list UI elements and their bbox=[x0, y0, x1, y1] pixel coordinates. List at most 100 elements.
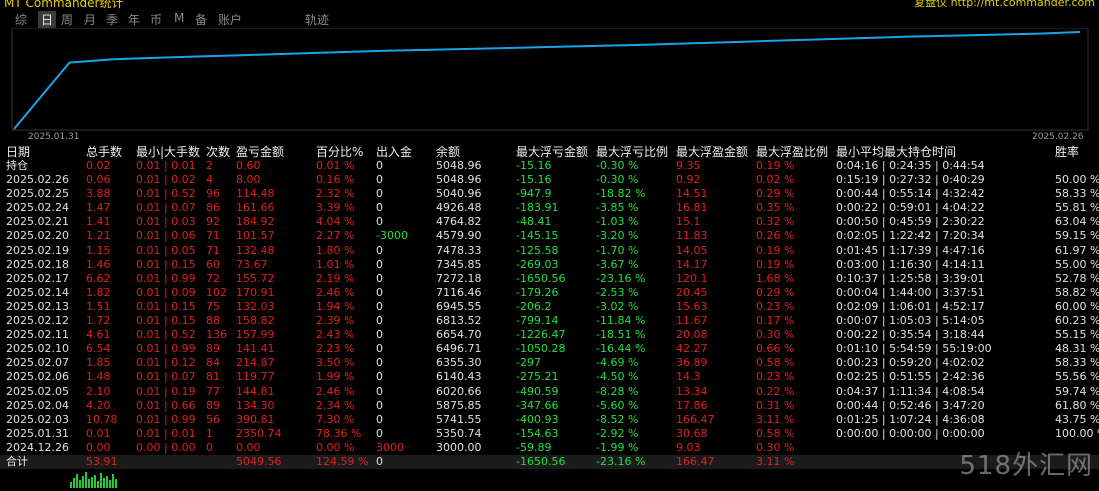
column-header: 最大浮盈比例 bbox=[756, 145, 829, 159]
cell-mflp: -8.28 % bbox=[596, 384, 639, 398]
cell-mfp: 20.08 bbox=[676, 328, 708, 342]
cell-mflp: -3.20 % bbox=[596, 229, 639, 243]
table-row[interactable]: 2025.02.05 2.10 0.01 | 0.19 77 144.81 2.46 % 0… bbox=[0, 385, 1099, 399]
table-header: 日期 总手数 最小|大手数 次数 盈亏金额 百分比% 出入金 余额 最大浮亏金额 最大浮亏比例 最大… bbox=[0, 144, 1099, 160]
cell-pct: 4.04 % bbox=[316, 215, 355, 229]
volume-bar bbox=[103, 478, 105, 488]
table-row[interactable]: 2025.02.06 1.48 0.01 | 0.07 81 119.77 1.99 % 0… bbox=[0, 370, 1099, 384]
table-row[interactable]: 2025.02.18 1.46 0.01 | 0.15 60 73.67 1.01 % 0 7… bbox=[0, 258, 1099, 272]
table-row[interactable]: 2025.02.14 1.82 0.01 | 0.09 102 170.91 2.46 %… bbox=[0, 286, 1099, 300]
cell-mfl: -15.16 bbox=[516, 173, 552, 186]
tab-9[interactable]: 账户 bbox=[218, 13, 243, 27]
cell-mfpp: 3.11 % bbox=[756, 455, 795, 468]
table-row[interactable]: 2025.02.25 3.88 0.01 | 0.52 96 114.48 2.32 % 0… bbox=[0, 187, 1099, 201]
cell-mflp: -1.99 % bbox=[596, 440, 639, 454]
cell-mfl: -48.41 bbox=[516, 215, 552, 229]
cell-pct: 0.00 % bbox=[316, 440, 355, 454]
cell-pct: 1.80 % bbox=[316, 243, 355, 257]
tab-5[interactable]: 年 bbox=[128, 13, 141, 27]
cell-io: 0 bbox=[376, 426, 383, 440]
volume-bar bbox=[79, 480, 81, 488]
cell-bal: 5048.96 bbox=[436, 173, 482, 186]
cell-mfpp: 0.19 % bbox=[756, 243, 795, 257]
table-row[interactable]: 2025.02.10 6.54 0.01 | 0.99 89 141.41 2.23 % 0… bbox=[0, 342, 1099, 356]
cell-count: 88 bbox=[206, 314, 220, 327]
cell-mflp: -2.92 % bbox=[596, 426, 639, 440]
tab-10[interactable]: 轨迹 bbox=[305, 13, 330, 27]
cell-pct: 0.01 % bbox=[316, 159, 355, 172]
table-row[interactable]: 持仓 0.02 0.01 | 0.01 2 0.60 0.01 % 0 5048.96 -15.… bbox=[0, 159, 1099, 173]
cell-mfl: -183.91 bbox=[516, 201, 559, 215]
cell-bal: 7116.46 bbox=[436, 285, 482, 299]
cell-count: 2 bbox=[206, 159, 213, 172]
cell-time: 0:01:25 | 1:07:24 | 4:36:08 bbox=[836, 412, 985, 426]
table-row[interactable]: 2025.02.20 1.21 0.01 | 0.06 71 101.57 2.27 % -… bbox=[0, 229, 1099, 243]
cell-mfpp: 0.58 % bbox=[756, 426, 795, 440]
tab-3[interactable]: 月 bbox=[84, 13, 97, 27]
table-row[interactable]: 2025.02.19 1.15 0.01 | 0.05 71 132.48 1.80 % 0… bbox=[0, 244, 1099, 258]
cell-pct: 3.39 % bbox=[316, 201, 355, 215]
volume-bar bbox=[70, 482, 72, 488]
cell-mfp: 13.34 bbox=[676, 384, 708, 398]
cell-date: 2025.02.03 bbox=[6, 412, 69, 426]
column-header: 胜率 bbox=[1055, 145, 1080, 159]
tab-7[interactable]: M bbox=[174, 11, 185, 25]
x-end-label: 2025.02.26 bbox=[1032, 132, 1084, 142]
tab-8[interactable]: 备 bbox=[195, 13, 208, 27]
table-row[interactable]: 2025.02.24 1.47 0.01 | 0.07 86 161.66 3.39 % 0… bbox=[0, 201, 1099, 215]
cell-mfp: 166.47 bbox=[676, 455, 715, 468]
cell-bal: 6945.55 bbox=[436, 299, 482, 313]
cell-mfpp: 0.19 % bbox=[756, 257, 795, 271]
table-row[interactable]: 2025.02.07 1.85 0.01 | 0.12 84 214.87 3.50 % 0… bbox=[0, 356, 1099, 370]
tab-0[interactable]: 综 bbox=[15, 13, 28, 27]
table-row[interactable]: 2025.02.13 1.51 0.01 | 0.15 75 132.03 1.94 % 0… bbox=[0, 300, 1099, 314]
cell-win: 63.04 % bbox=[1055, 215, 1099, 229]
tab-4[interactable]: 季 bbox=[106, 13, 119, 27]
table-row[interactable]: 2025.02.04 4.20 0.01 | 0.66 89 134.30 2.34 % 0… bbox=[0, 399, 1099, 413]
cell-bal: 4764.82 bbox=[436, 215, 482, 229]
cell-lots: 2.10 bbox=[86, 384, 111, 398]
tab-1[interactable]: 日 bbox=[38, 11, 57, 28]
table-row[interactable]: 2025.02.26 0.06 0.01 | 0.02 4 8.00 0.16 % 0 504… bbox=[0, 173, 1099, 187]
cell-time: 0:10:37 | 1:25:58 | 3:39:01 bbox=[836, 271, 985, 285]
cell-pnl: 390.81 bbox=[236, 412, 275, 426]
table-row[interactable]: 2024.12.26 0.00 0.00 | 0.00 0 0.00 0.00 % 3000… bbox=[0, 441, 1099, 455]
cell-date: 2025.02.18 bbox=[6, 257, 69, 271]
cell-date: 2025.02.17 bbox=[6, 271, 69, 285]
cell-date: 2025.02.12 bbox=[6, 314, 69, 327]
cell-bal: 3000.00 bbox=[436, 440, 482, 454]
table-row[interactable]: 合计 53.91 5049.56 124.59 % 0 -1650.56 -23.16 % 1… bbox=[0, 455, 1099, 469]
tab-6[interactable]: 币 bbox=[150, 13, 163, 27]
table-row[interactable]: 2025.02.03 10.78 0.01 | 0.99 56 390.81 7.30 %… bbox=[0, 413, 1099, 427]
cell-lots: 6.62 bbox=[86, 271, 111, 285]
cell-bal: 7345.85 bbox=[436, 257, 482, 271]
cell-time: 0:00:22 | 0:35:54 | 3:18:44 bbox=[836, 328, 985, 342]
table-row[interactable]: 2025.02.12 1.72 0.01 | 0.15 88 158.82 2.39 % 0… bbox=[0, 314, 1099, 328]
table-row[interactable]: 2025.01.31 0.01 0.01 | 0.01 1 2350.74 78.36 %… bbox=[0, 427, 1099, 441]
table-row[interactable]: 2025.02.21 1.41 0.01 | 0.03 92 184.92 4.04 % 0… bbox=[0, 215, 1099, 229]
cell-mfp: 0.92 bbox=[676, 173, 701, 186]
cell-pct: 2.32 % bbox=[316, 187, 355, 201]
volume-bar bbox=[106, 476, 108, 488]
cell-time: 0:00:07 | 1:05:03 | 5:14:05 bbox=[836, 314, 985, 327]
table-row[interactable]: 2025.02.17 6.62 0.01 | 0.99 72 155.72 2.19 % 0… bbox=[0, 272, 1099, 286]
site-link[interactable]: 复盘仪 http://mt.commander.com bbox=[914, 0, 1095, 9]
cell-mflp: -0.30 % bbox=[596, 173, 639, 186]
cell-pct: 1.94 % bbox=[316, 299, 355, 313]
cell-minmax: 0.00 | 0.00 bbox=[136, 440, 196, 454]
table-row[interactable]: 2025.02.11 4.61 0.01 | 0.52 136 157.99 2.43 %… bbox=[0, 328, 1099, 342]
cell-pct: 2.23 % bbox=[316, 342, 355, 356]
cell-lots: 4.61 bbox=[86, 328, 111, 342]
cell-mfl: -947.9 bbox=[516, 187, 552, 201]
cell-pnl: 134.30 bbox=[236, 398, 275, 412]
tab-2[interactable]: 周 bbox=[61, 13, 74, 27]
cell-mfpp: 3.11 % bbox=[756, 412, 795, 426]
app-title: MT Commander统计 bbox=[4, 0, 124, 10]
cell-mfl: -1050.28 bbox=[516, 342, 566, 356]
cell-pnl: 214.87 bbox=[236, 356, 275, 370]
cell-date: 合计 bbox=[6, 455, 28, 468]
cell-lots: 1.41 bbox=[86, 215, 111, 229]
cell-count: 71 bbox=[206, 243, 220, 257]
cell-lots: 3.88 bbox=[86, 187, 111, 201]
cell-date: 2025.02.14 bbox=[6, 285, 69, 299]
